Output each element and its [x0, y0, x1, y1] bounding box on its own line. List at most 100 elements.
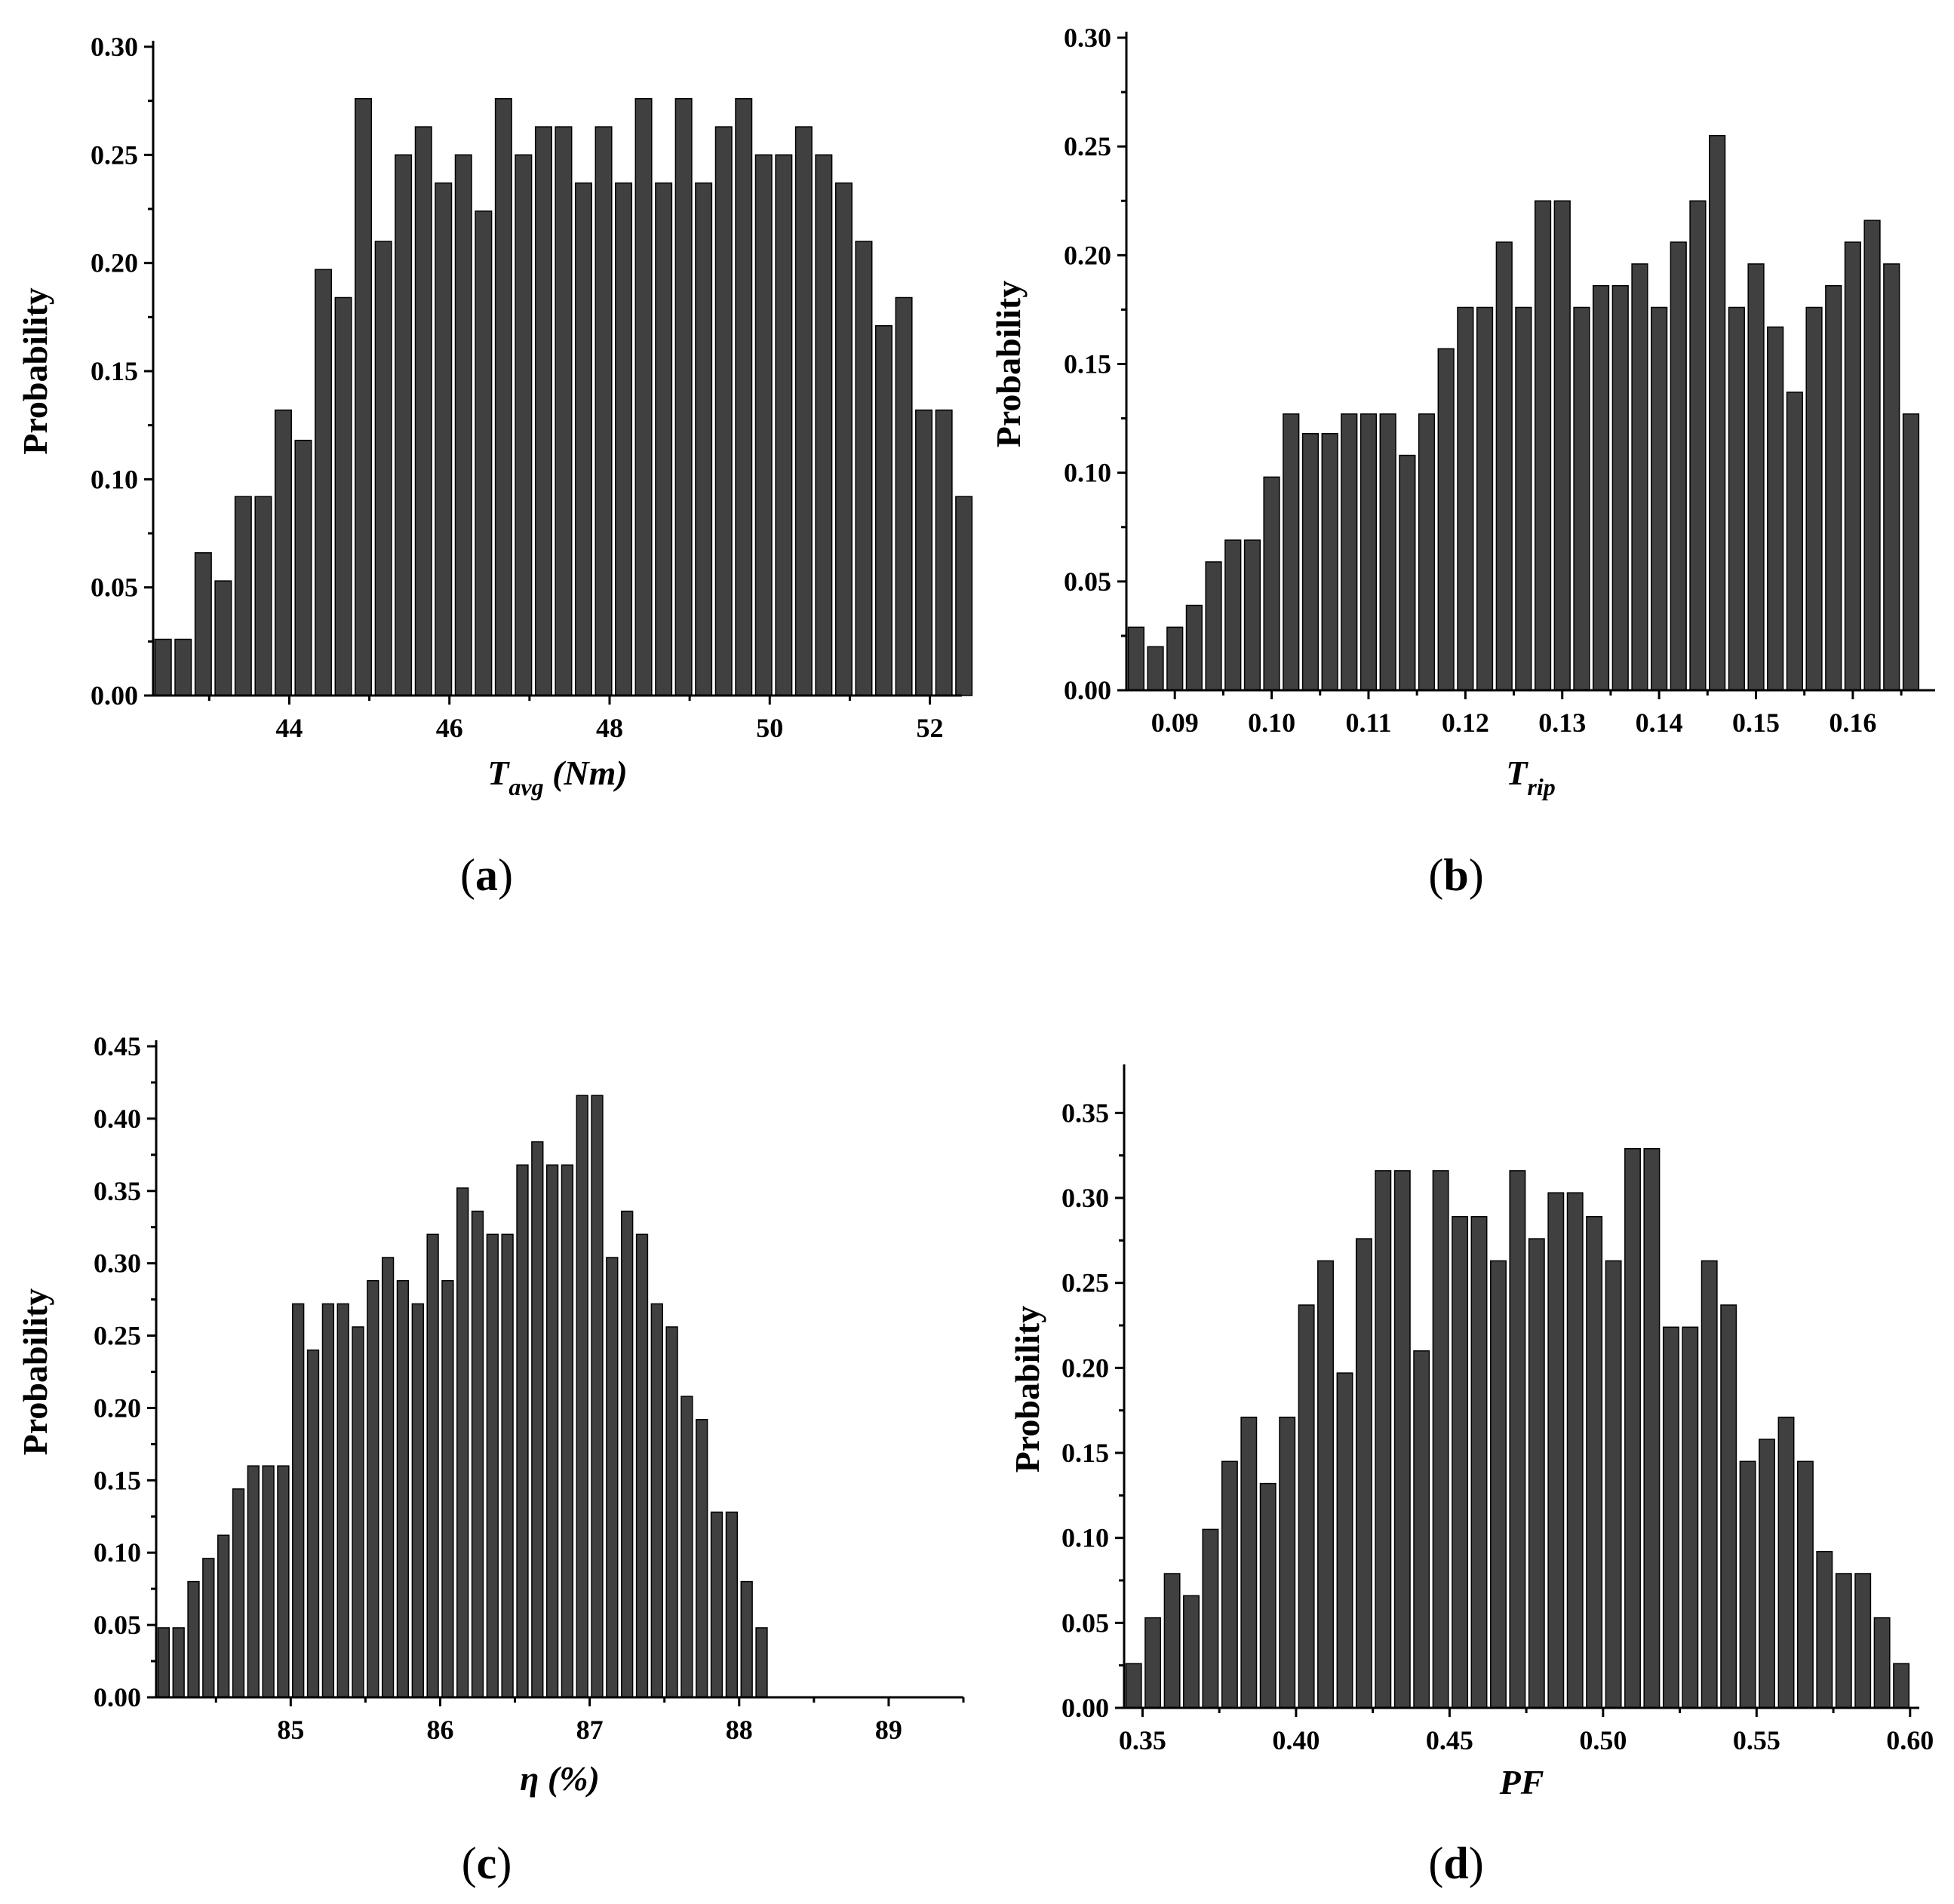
- bar: [1336, 1372, 1353, 1709]
- y-tick-label: 0.45: [94, 1031, 141, 1061]
- y-tick-label: 0.25: [1064, 131, 1111, 161]
- bar: [441, 1279, 454, 1698]
- bar: [1379, 413, 1396, 691]
- x-axis-title: Tavg (Nm): [487, 754, 627, 800]
- x-tick-label: 0.15: [1732, 708, 1780, 738]
- bar: [1490, 1260, 1507, 1709]
- bar: [576, 1095, 588, 1698]
- bar: [594, 126, 613, 696]
- bar: [1720, 1304, 1737, 1709]
- bar: [1747, 263, 1765, 691]
- bar: [1163, 1573, 1181, 1709]
- panel-label: (b): [1428, 850, 1483, 900]
- bar: [456, 1187, 469, 1698]
- bar: [1144, 1617, 1162, 1709]
- y-axis-title: Probability: [16, 287, 54, 455]
- bar: [1739, 1460, 1756, 1709]
- bar: [187, 1580, 200, 1698]
- bars: [1125, 1147, 1910, 1709]
- x-tick-label: 89: [875, 1715, 902, 1745]
- y-tick-label: 0.15: [94, 1465, 141, 1495]
- bar: [1728, 306, 1745, 691]
- bar: [426, 1233, 439, 1698]
- bar: [1221, 1460, 1238, 1709]
- bar: [1418, 413, 1436, 691]
- bar: [321, 1303, 335, 1698]
- bar: [1202, 1528, 1219, 1709]
- bar: [262, 1465, 275, 1698]
- x-tick-label: 0.11: [1345, 708, 1391, 738]
- bar: [292, 1303, 305, 1698]
- y-tick-label: 0.25: [94, 1321, 141, 1351]
- bar: [1147, 646, 1164, 691]
- bar: [154, 638, 172, 696]
- y-tick-label: 0.10: [94, 1537, 141, 1568]
- x-tick-label: 0.55: [1733, 1725, 1780, 1755]
- x-tick-label: 44: [275, 713, 303, 743]
- bar: [1432, 1170, 1449, 1709]
- bar: [1759, 1439, 1775, 1709]
- bar: [1863, 220, 1881, 691]
- bar: [1321, 433, 1338, 691]
- chart-panel-d: 0.00 0.05 0.10 0.15 0.20 0.25 0.30 0.35 0.35 0.40…: [1008, 1064, 1934, 1888]
- bar: [247, 1465, 260, 1698]
- bar: [1534, 200, 1552, 691]
- bar: [1553, 200, 1571, 691]
- bar: [1777, 1416, 1795, 1709]
- panel-label: (d): [1428, 1838, 1483, 1888]
- bar: [1528, 1238, 1545, 1709]
- bar: [1399, 454, 1416, 691]
- bar: [1624, 1147, 1641, 1709]
- bar: [1224, 539, 1242, 691]
- bar: [1573, 306, 1590, 691]
- bar: [915, 409, 933, 696]
- bar: [1205, 561, 1222, 691]
- x-tick-label: 88: [726, 1715, 753, 1745]
- x-axis-title: PF: [1499, 1763, 1544, 1801]
- bar: [725, 1511, 739, 1698]
- bar: [194, 552, 212, 696]
- bar: [381, 1257, 395, 1698]
- chart-panel-c: 0.00 0.05 0.10 0.15 0.20 0.25 0.30 0.35 0.40 0.45…: [16, 1031, 965, 1888]
- y-tick-label: 0.10: [1061, 1523, 1109, 1553]
- y-axis-title: Probability: [16, 1288, 54, 1456]
- bar: [621, 1210, 634, 1698]
- bar: [1341, 413, 1358, 691]
- x-axis-title-unit: (Nm): [544, 754, 628, 792]
- bar: [534, 126, 552, 696]
- bar: [815, 154, 833, 696]
- bar: [591, 1095, 604, 1698]
- bar: [1470, 1216, 1488, 1709]
- bar: [232, 1488, 245, 1698]
- bar: [606, 1257, 619, 1698]
- bar: [935, 409, 953, 696]
- bar: [486, 1233, 499, 1698]
- bar: [1893, 1663, 1910, 1709]
- bar: [634, 98, 653, 696]
- bar: [367, 1279, 379, 1698]
- bar: [411, 1303, 424, 1698]
- bar: [157, 1627, 171, 1698]
- bar: [395, 154, 413, 696]
- bar: [202, 1558, 215, 1698]
- y-tick-label: 0.35: [1061, 1098, 1109, 1128]
- panel-label: (a): [460, 850, 513, 900]
- bar: [754, 154, 773, 696]
- bar: [1360, 413, 1378, 691]
- bar: [352, 1326, 364, 1698]
- bar: [1166, 626, 1184, 691]
- bars: [154, 98, 973, 696]
- y-tick-label: 0.35: [94, 1176, 141, 1206]
- bar: [1873, 1617, 1891, 1709]
- bar: [234, 496, 252, 696]
- bar: [714, 126, 733, 696]
- bar: [454, 154, 472, 696]
- x-tick-label: 0.10: [1248, 708, 1295, 738]
- bar: [315, 269, 333, 696]
- x-axis-title-main: T: [1506, 754, 1528, 792]
- x-tick-label: 0.60: [1886, 1725, 1934, 1755]
- bar: [696, 1419, 708, 1698]
- bar: [1611, 284, 1629, 691]
- bar: [1452, 1216, 1469, 1709]
- y-tick-label: 0.00: [1064, 675, 1111, 705]
